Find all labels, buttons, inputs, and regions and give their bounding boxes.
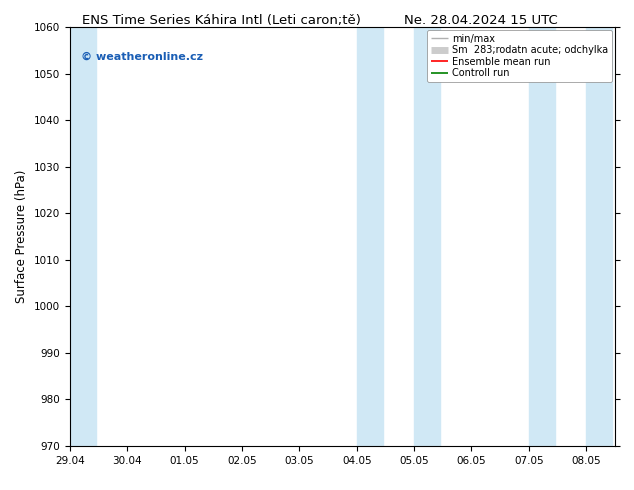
Bar [70, 27, 96, 446]
Text: ENS Time Series Káhira Intl (Leti caron;tě): ENS Time Series Káhira Intl (Leti caron;… [82, 14, 361, 27]
Bar [414, 27, 440, 446]
Bar [586, 27, 612, 446]
Bar [529, 27, 555, 446]
Legend: min/max, Sm  283;rodatn acute; odchylka, Ensemble mean run, Controll run: min/max, Sm 283;rodatn acute; odchylka, … [427, 30, 612, 82]
Text: Ne. 28.04.2024 15 UTC: Ne. 28.04.2024 15 UTC [404, 14, 558, 27]
Y-axis label: Surface Pressure (hPa): Surface Pressure (hPa) [15, 170, 28, 303]
Bar [357, 27, 382, 446]
Text: © weatheronline.cz: © weatheronline.cz [81, 52, 203, 62]
